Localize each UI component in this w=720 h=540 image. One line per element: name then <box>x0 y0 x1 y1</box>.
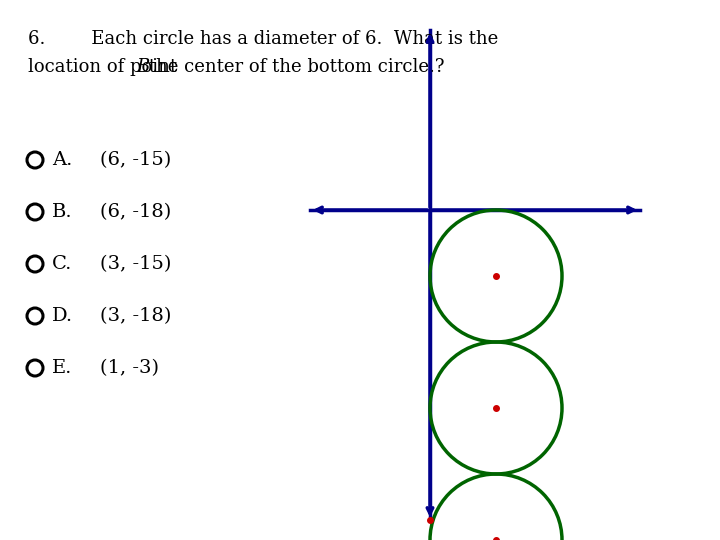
Text: 6.        Each circle has a diameter of 6.  What is the: 6. Each circle has a diameter of 6. What… <box>28 30 498 48</box>
Text: E.: E. <box>52 359 73 377</box>
Text: D.: D. <box>52 307 73 325</box>
Text: location of point: location of point <box>28 58 183 76</box>
Text: B.: B. <box>52 203 73 221</box>
Text: (6, -15): (6, -15) <box>100 151 171 169</box>
Text: A.: A. <box>52 151 73 169</box>
Text: B: B <box>136 58 149 76</box>
Text: (3, -18): (3, -18) <box>100 307 171 325</box>
Text: the center of the bottom circle.?: the center of the bottom circle.? <box>143 58 444 76</box>
Text: (6, -18): (6, -18) <box>100 203 171 221</box>
Text: C.: C. <box>52 255 73 273</box>
Text: (3, -15): (3, -15) <box>100 255 171 273</box>
Text: (1, -3): (1, -3) <box>100 359 159 377</box>
